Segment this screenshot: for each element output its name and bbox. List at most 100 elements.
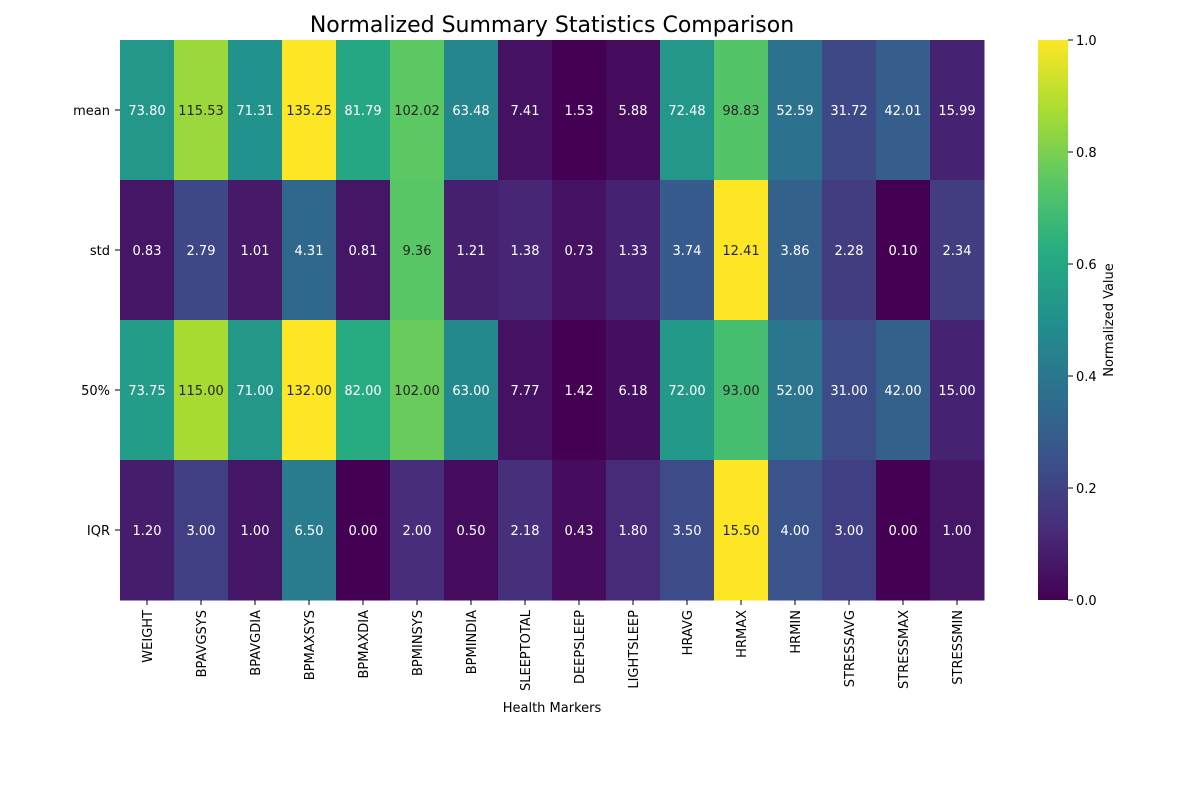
x-tick-label: BPAVGDIA xyxy=(249,610,264,676)
heatmap-cell xyxy=(120,320,175,461)
cell-value-label: 0.10 xyxy=(889,244,918,259)
heatmap-cell xyxy=(660,320,715,461)
heatmap-cell xyxy=(174,320,229,461)
heatmap-cell xyxy=(606,40,661,181)
heatmap-cell xyxy=(552,320,607,461)
x-tick-label: HRMAX xyxy=(735,610,750,658)
heatmap-cell xyxy=(390,460,445,601)
cell-value-label: 1.21 xyxy=(457,244,486,259)
heatmap-cell xyxy=(336,460,391,601)
cell-value-label: 135.25 xyxy=(286,104,332,119)
x-tick-label: BPMINDIA xyxy=(465,610,480,674)
heatmap-cell xyxy=(552,460,607,601)
heatmap-cell xyxy=(822,40,877,181)
heatmap-cell xyxy=(876,180,931,321)
heatmap-cell xyxy=(822,180,877,321)
heatmap-cell xyxy=(228,180,283,321)
heatmap-cell xyxy=(930,40,985,181)
colorbar-tick-label: 0.4 xyxy=(1076,370,1097,385)
cell-value-label: 63.00 xyxy=(452,384,489,399)
cell-value-label: 0.00 xyxy=(349,524,378,539)
heatmap-cell xyxy=(282,320,337,461)
cell-value-label: 1.01 xyxy=(241,244,270,259)
cell-value-label: 0.81 xyxy=(349,244,378,259)
cell-value-label: 1.53 xyxy=(565,104,594,119)
heatmap-cell xyxy=(768,40,823,181)
y-tick-label: 50% xyxy=(81,384,110,399)
heatmap-cell xyxy=(498,460,553,601)
x-tick-label: DEEPSLEEP xyxy=(573,610,588,684)
cell-value-label: 1.80 xyxy=(619,524,648,539)
heatmap-cell xyxy=(606,320,661,461)
heatmap-cell xyxy=(552,40,607,181)
x-tick-label: STRESSMIN xyxy=(951,610,966,685)
cell-value-label: 9.36 xyxy=(403,244,432,259)
x-tick-label: BPMINSYS xyxy=(411,610,426,676)
colorbar-tick-label: 0.6 xyxy=(1076,258,1097,273)
cell-value-label: 12.41 xyxy=(722,244,759,259)
heatmap-cell xyxy=(282,180,337,321)
x-tick-label: HRAVG xyxy=(681,610,696,655)
heatmap-cell xyxy=(444,40,499,181)
heatmap-cell xyxy=(498,40,553,181)
cell-value-label: 98.83 xyxy=(722,104,759,119)
heatmap-cell xyxy=(930,180,985,321)
x-tick-label: STRESSMAX xyxy=(897,610,912,689)
heatmap-cell xyxy=(768,320,823,461)
heatmap-cell xyxy=(444,180,499,321)
cell-value-label: 31.00 xyxy=(830,384,867,399)
x-tick-label: HRMIN xyxy=(789,610,804,654)
cell-value-label: 6.18 xyxy=(619,384,648,399)
cell-value-label: 5.88 xyxy=(619,104,648,119)
heatmap-cell xyxy=(336,40,391,181)
heatmap-cells xyxy=(120,40,985,601)
heatmap-cell xyxy=(660,40,715,181)
cell-value-label: 72.00 xyxy=(668,384,705,399)
cell-value-label: 72.48 xyxy=(668,104,705,119)
heatmap-cell xyxy=(498,180,553,321)
colorbar-label: Normalized Value xyxy=(1102,263,1117,377)
x-tick-label: WEIGHT xyxy=(141,610,156,663)
heatmap-cell xyxy=(930,320,985,461)
cell-value-label: 115.00 xyxy=(178,384,224,399)
cell-value-label: 1.42 xyxy=(565,384,594,399)
cell-value-label: 0.50 xyxy=(457,524,486,539)
cell-value-label: 4.00 xyxy=(781,524,810,539)
cell-value-label: 63.48 xyxy=(452,104,489,119)
x-tick-label: BPAVGSYS xyxy=(195,610,210,677)
x-tick-label: BPMAXDIA xyxy=(357,610,372,679)
x-tick-label: LIGHTSLEEP xyxy=(627,610,642,689)
heatmap-cell xyxy=(228,40,283,181)
heatmap-cell xyxy=(876,460,931,601)
cell-value-label: 2.00 xyxy=(403,524,432,539)
cell-value-label: 1.00 xyxy=(943,524,972,539)
colorbar-tick-label: 1.0 xyxy=(1076,34,1097,49)
cell-value-label: 1.38 xyxy=(511,244,540,259)
heatmap-cell xyxy=(336,320,391,461)
heatmap-cell xyxy=(714,460,769,601)
heatmap-cell xyxy=(552,180,607,321)
heatmap-cell xyxy=(390,320,445,461)
heatmap-cell xyxy=(336,180,391,321)
cell-value-label: 71.31 xyxy=(236,104,273,119)
heatmap-cell xyxy=(768,180,823,321)
heatmap-cell xyxy=(120,180,175,321)
heatmap-cell xyxy=(120,460,175,601)
heatmap-cell xyxy=(390,40,445,181)
cell-value-label: 1.20 xyxy=(133,524,162,539)
heatmap-cell xyxy=(714,320,769,461)
y-tick-label: mean xyxy=(73,104,110,119)
colorbar-tick-label: 0.0 xyxy=(1076,594,1097,609)
cell-value-label: 42.00 xyxy=(884,384,921,399)
heatmap-cell xyxy=(282,40,337,181)
heatmap-cell xyxy=(606,180,661,321)
cell-value-label: 82.00 xyxy=(344,384,381,399)
y-tick-label: IQR xyxy=(87,524,110,539)
heatmap-cell xyxy=(282,460,337,601)
cell-value-label: 115.53 xyxy=(178,104,224,119)
cell-value-label: 3.50 xyxy=(673,524,702,539)
cell-value-label: 0.00 xyxy=(889,524,918,539)
x-tick-label: BPMAXSYS xyxy=(303,610,318,680)
cell-value-label: 2.79 xyxy=(187,244,216,259)
